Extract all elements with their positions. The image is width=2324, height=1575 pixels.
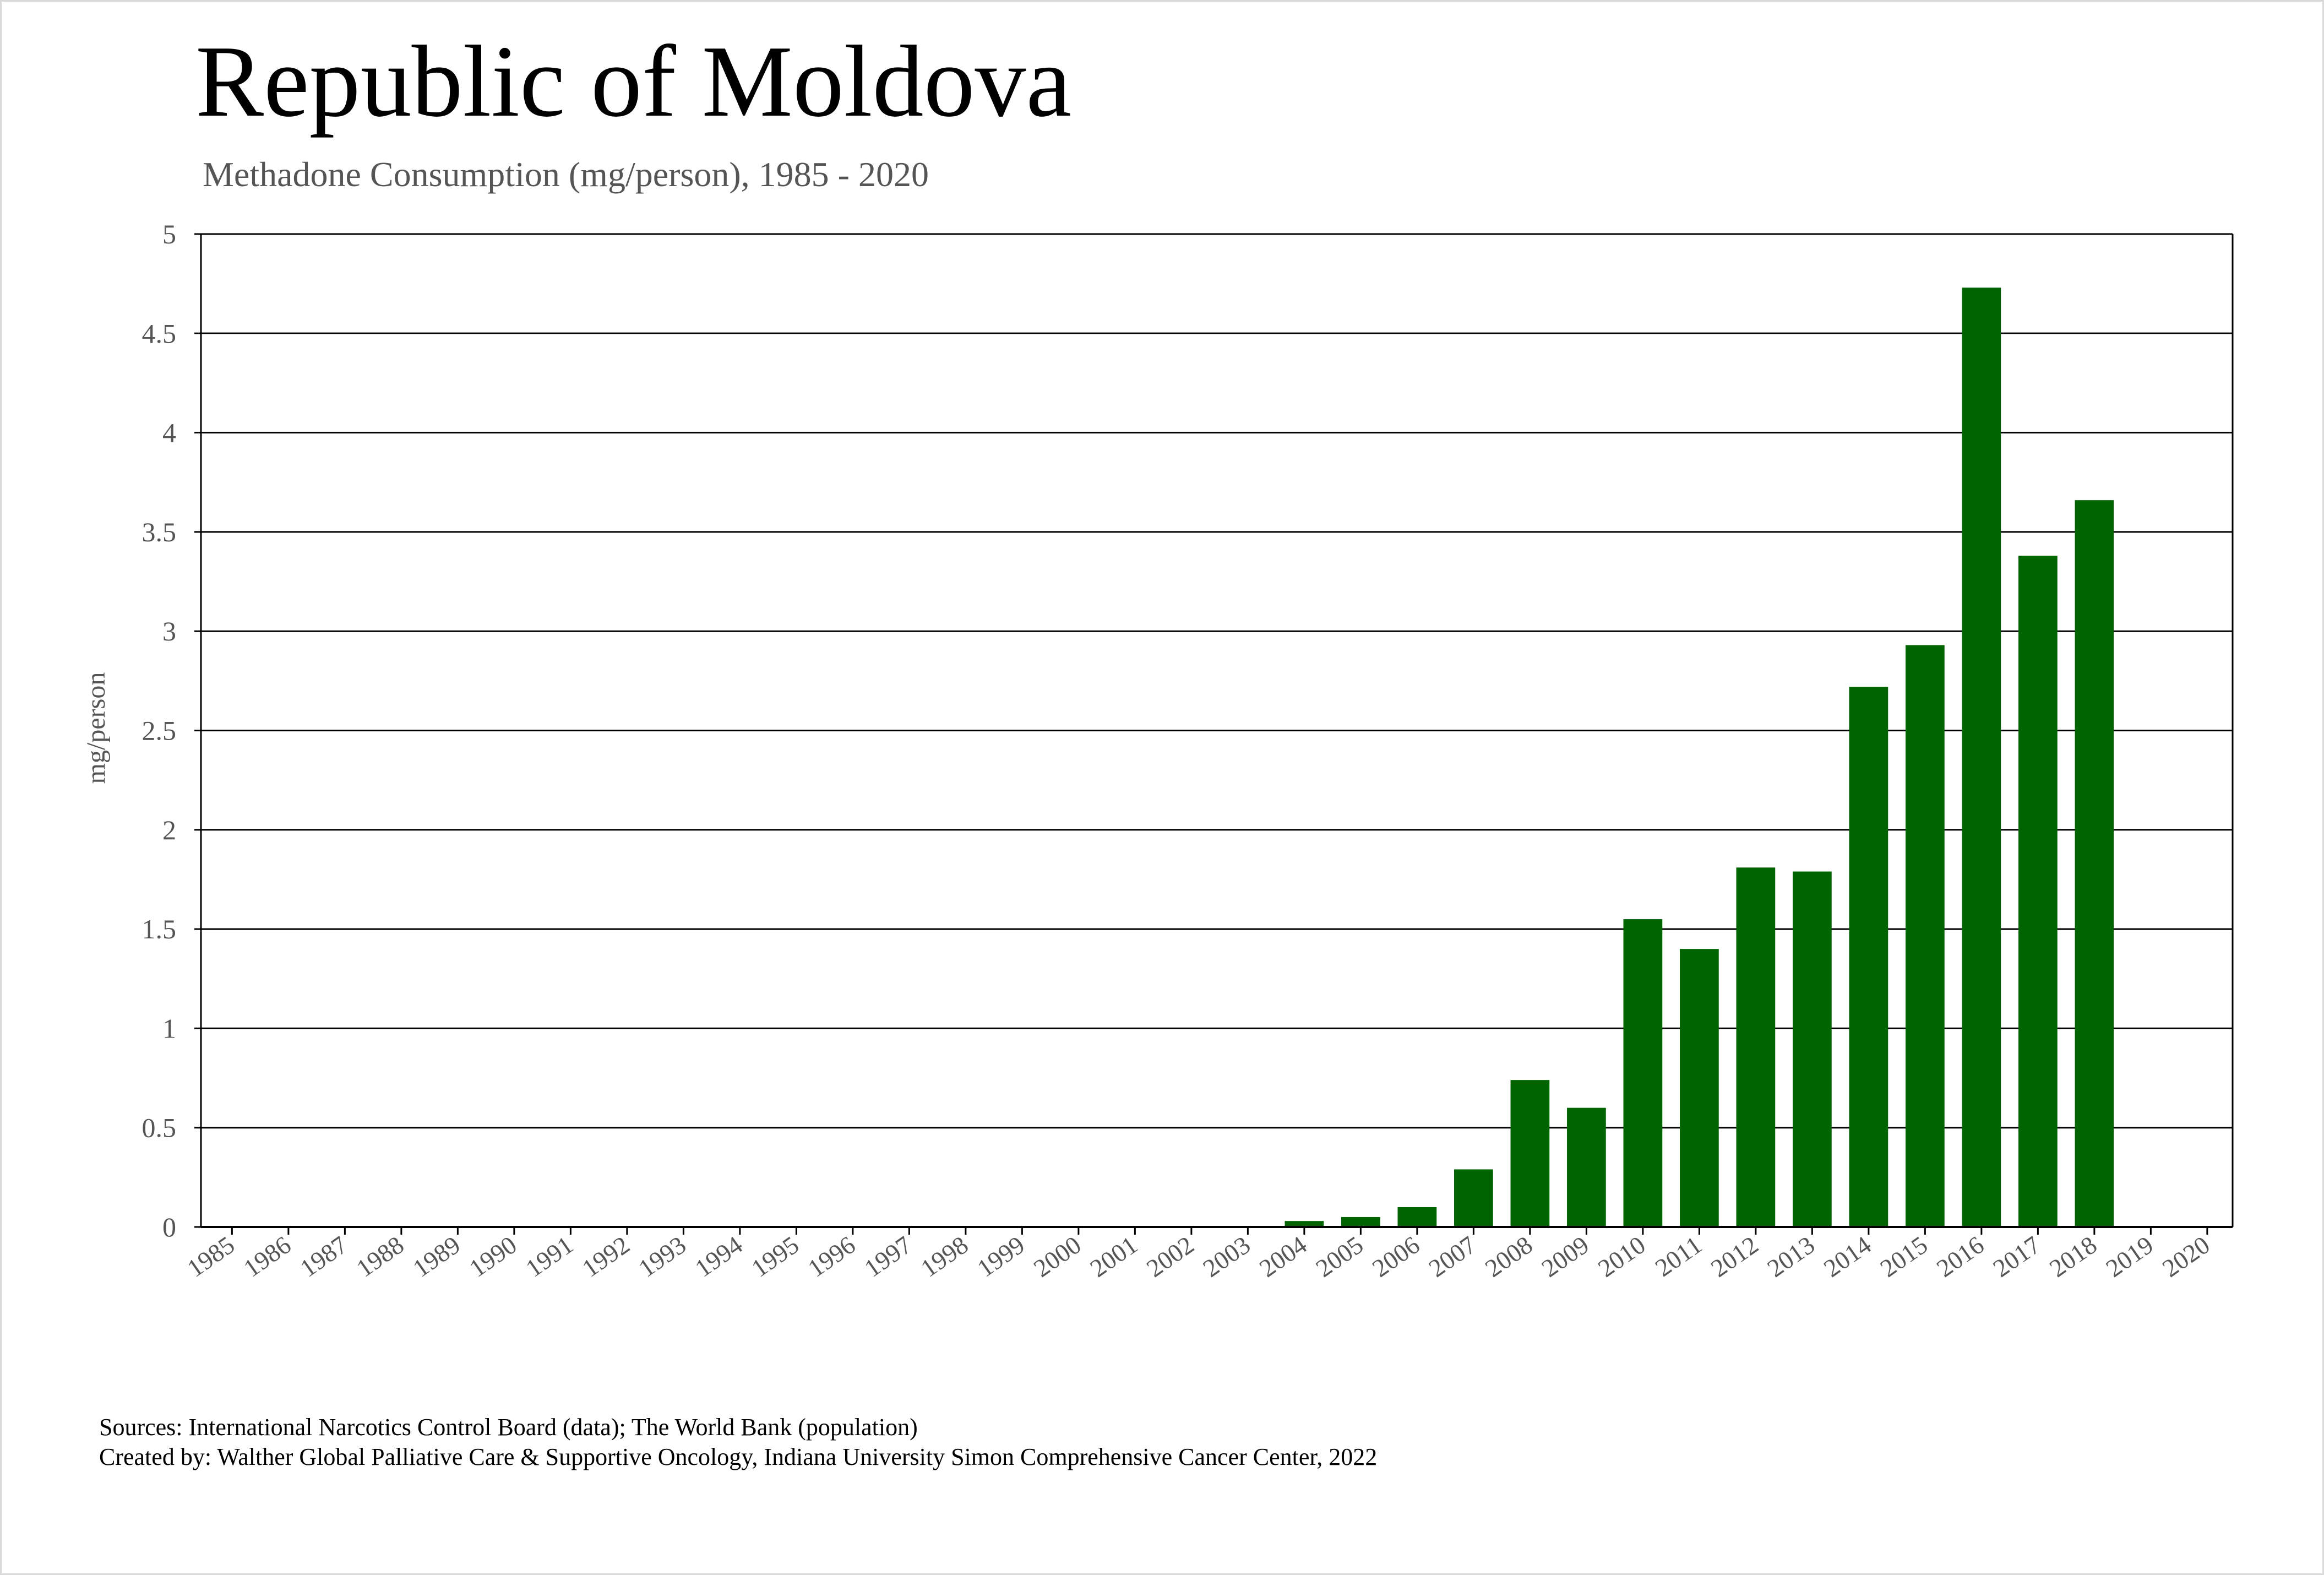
x-tick-label: 2013 xyxy=(1762,1230,1820,1283)
bar-2006 xyxy=(1397,1207,1437,1227)
x-tick-label: 2002 xyxy=(1141,1230,1199,1283)
bars xyxy=(1285,287,2114,1227)
x-tick-label: 1989 xyxy=(407,1230,465,1283)
y-tick-label: 5 xyxy=(162,219,176,249)
y-tick-label: 0.5 xyxy=(142,1112,177,1143)
y-axis-label: mg/person xyxy=(81,672,111,784)
x-tick-label: 2004 xyxy=(1254,1230,1312,1283)
x-tick-label: 2009 xyxy=(1536,1230,1594,1283)
x-tick-label: 1998 xyxy=(916,1230,973,1283)
gridlines xyxy=(201,233,2233,1129)
x-tick-label: 2020 xyxy=(2157,1230,2215,1283)
x-tick-labels: 1985198619871988198919901991199219931994… xyxy=(182,1227,2215,1283)
x-tick-label: 2003 xyxy=(1198,1230,1255,1283)
x-tick-label: 1992 xyxy=(577,1230,635,1283)
y-tick-label: 1 xyxy=(162,1013,176,1044)
x-tick-label: 2000 xyxy=(1028,1230,1086,1283)
sources-note: Sources: International Narcotics Control… xyxy=(99,1413,1377,1472)
bar-2010 xyxy=(1623,919,1663,1227)
x-tick-label: 1995 xyxy=(746,1230,804,1283)
x-tick-label: 2007 xyxy=(1423,1230,1481,1283)
x-tick-label: 1996 xyxy=(803,1230,861,1283)
y-tick-label: 4.5 xyxy=(142,318,177,349)
bar-2011 xyxy=(1680,949,1719,1227)
chart-subtitle: Methadone Consumption (mg/person), 1985 … xyxy=(203,155,929,194)
x-tick-label: 1987 xyxy=(295,1230,352,1283)
bar-2012 xyxy=(1736,867,1776,1227)
y-tick-label: 3 xyxy=(162,616,176,647)
bar-2018 xyxy=(2075,500,2114,1227)
x-tick-label: 1986 xyxy=(238,1230,296,1283)
y-tick-label: 2.5 xyxy=(142,715,177,746)
sources-line: Sources: International Narcotics Control… xyxy=(99,1414,918,1441)
x-tick-label: 2010 xyxy=(1593,1230,1651,1283)
x-tick-label: 2018 xyxy=(2044,1230,2102,1283)
y-tick-label: 1.5 xyxy=(142,914,177,944)
x-tick-label: 2014 xyxy=(1819,1230,1876,1283)
y-tick-label: 0 xyxy=(162,1212,176,1242)
x-tick-label: 2017 xyxy=(1988,1230,2045,1283)
y-tick-label: 4 xyxy=(162,417,176,448)
x-tick-label: 1997 xyxy=(859,1230,917,1283)
x-tick-label: 1993 xyxy=(633,1230,691,1283)
x-tick-label: 2005 xyxy=(1310,1230,1368,1283)
x-tick-label: 2008 xyxy=(1480,1230,1538,1283)
x-tick-label: 1994 xyxy=(690,1230,748,1283)
x-tick-label: 2016 xyxy=(1931,1230,1989,1283)
bar-2007 xyxy=(1454,1169,1493,1227)
x-tick-label: 2012 xyxy=(1706,1230,1764,1283)
x-tick-label: 1988 xyxy=(351,1230,409,1283)
x-tick-label: 2019 xyxy=(2100,1230,2158,1283)
bar-2008 xyxy=(1510,1080,1550,1227)
bar-2005 xyxy=(1341,1216,1380,1227)
y-tick-label: 3.5 xyxy=(142,517,177,547)
x-tick-label: 2006 xyxy=(1367,1230,1425,1283)
bar-2014 xyxy=(1849,687,1888,1227)
bar-2009 xyxy=(1567,1107,1606,1227)
chart-title: Republic of Moldova xyxy=(195,25,1072,138)
x-tick-label: 1990 xyxy=(464,1230,522,1283)
x-tick-label: 2015 xyxy=(1875,1230,1933,1283)
x-tick-label: 1991 xyxy=(520,1230,578,1283)
x-tick-label: 1985 xyxy=(182,1230,240,1283)
bar-2016 xyxy=(1962,287,2001,1227)
bar-2017 xyxy=(2018,556,2058,1227)
x-tick-label: 2011 xyxy=(1650,1230,1707,1282)
x-tick-label: 1999 xyxy=(972,1230,1030,1283)
bar-2015 xyxy=(1906,645,1945,1227)
y-tick-label: 2 xyxy=(162,814,176,845)
x-tick-label: 2001 xyxy=(1085,1230,1142,1283)
y-tick-labels: 0 0.5 1 1.5 2 2.5 3 3.5 4 4.5 5 xyxy=(142,219,201,1242)
bar-2004 xyxy=(1285,1221,1324,1227)
created-by-line: Created by: Walther Global Palliative Ca… xyxy=(99,1443,1378,1470)
bar-2013 xyxy=(1793,871,1832,1227)
